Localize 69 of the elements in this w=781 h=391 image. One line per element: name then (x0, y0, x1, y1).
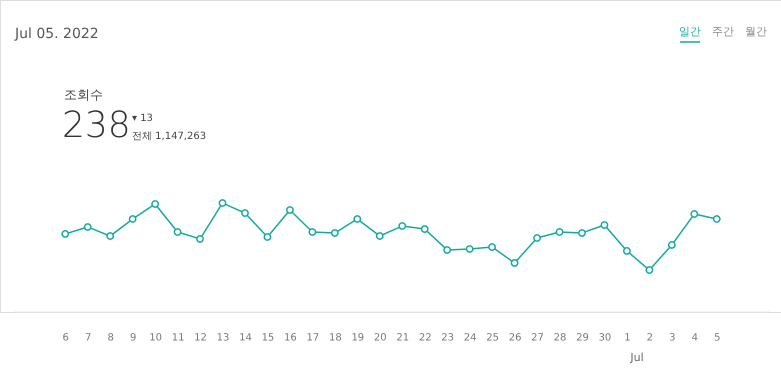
x-tick-label: 22 (418, 332, 432, 344)
x-tick-label: 12 (194, 332, 207, 344)
x-tick-label: 15 (262, 332, 274, 344)
x-tick-label: 27 (531, 332, 544, 344)
point (488, 243, 496, 251)
x-tick-label: 4 (692, 332, 698, 344)
text: ▾ 13 (132, 113, 153, 124)
x-tick-label: 9 (130, 332, 136, 344)
x-tick-label: 8 (107, 332, 114, 344)
x-tick-label: 2 (646, 332, 654, 344)
point (466, 245, 474, 253)
x-tick-label: 20 (374, 332, 387, 344)
point (286, 206, 294, 214)
point (84, 223, 92, 231)
x-tick-label: 7 (85, 332, 92, 344)
point (151, 200, 160, 208)
point (420, 225, 429, 233)
x-tick-label: 25 (486, 332, 499, 344)
text: 조회수 (64, 88, 103, 103)
x-tick-label: 30 (598, 332, 612, 344)
x-tick-label: 18 (328, 332, 342, 344)
x-tick-label: 11 (172, 332, 184, 344)
point (622, 247, 631, 255)
text: Jul (629, 351, 644, 364)
point (645, 266, 654, 274)
x-tick-label: 14 (239, 332, 252, 344)
x-tick-label: 13 (216, 332, 230, 344)
point (510, 259, 518, 267)
chart-title: Jul 05. 2022 (14, 26, 99, 42)
x-tick-label: 1 (624, 332, 631, 344)
x-tick-label: 17 (306, 332, 320, 344)
x-tick-label: 24 (464, 332, 476, 344)
x-tick-label: 26 (508, 332, 522, 344)
point (264, 233, 272, 241)
x-tick-label: 29 (576, 332, 589, 344)
x-tick-label: 23 (441, 332, 454, 344)
text: 238 (62, 105, 131, 146)
point (106, 232, 114, 240)
point (218, 199, 226, 207)
x-tick-label: 3 (669, 332, 676, 344)
x-tick-label: 28 (554, 332, 566, 344)
point (533, 234, 541, 242)
x-tick-label: 6 (62, 332, 69, 344)
point (600, 221, 608, 229)
point (128, 215, 137, 223)
text: 일간 (679, 25, 701, 38)
point (398, 222, 406, 230)
text: 월간 (745, 25, 767, 38)
point (353, 215, 362, 223)
x-tick-label: 10 (149, 332, 162, 344)
text: 주간 (712, 25, 734, 38)
text: 전체 1,147,263 (132, 131, 206, 142)
point (556, 228, 564, 236)
point (376, 232, 384, 240)
point (174, 228, 182, 236)
x-tick-label: 19 (351, 332, 364, 344)
x-tick-label: 16 (284, 332, 297, 344)
point (712, 215, 721, 223)
x-tick-label: 5 (714, 332, 720, 344)
point (61, 230, 70, 238)
point (308, 228, 316, 236)
point (241, 209, 249, 217)
x-tick-label: 21 (396, 332, 410, 344)
point (578, 229, 586, 237)
point (443, 246, 452, 254)
point (196, 235, 204, 243)
point (690, 210, 698, 218)
point (668, 241, 676, 249)
point (330, 229, 339, 237)
